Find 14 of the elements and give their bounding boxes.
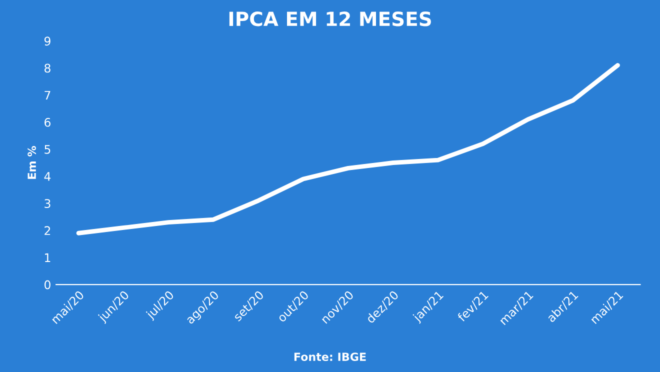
source-note: Fonte: IBGE (294, 352, 366, 361)
y-tick-label: 4 (44, 172, 51, 181)
y-tick-label: 2 (44, 226, 50, 235)
y-tick-label: 0 (44, 280, 50, 290)
y-tick-label: 1 (45, 253, 50, 262)
y-axis-title: Em % (28, 146, 36, 179)
y-tick-label: 7 (44, 90, 50, 100)
y-tick-label: 9 (44, 36, 50, 46)
y-tick-label: 8 (44, 64, 50, 73)
y-tick-label: 6 (44, 118, 50, 127)
line-series (76, 63, 620, 236)
chart-title: IPCA EM 12 MESES (229, 12, 431, 26)
y-tick-label: 5 (44, 145, 50, 154)
y-tick-label: 3 (44, 199, 50, 208)
